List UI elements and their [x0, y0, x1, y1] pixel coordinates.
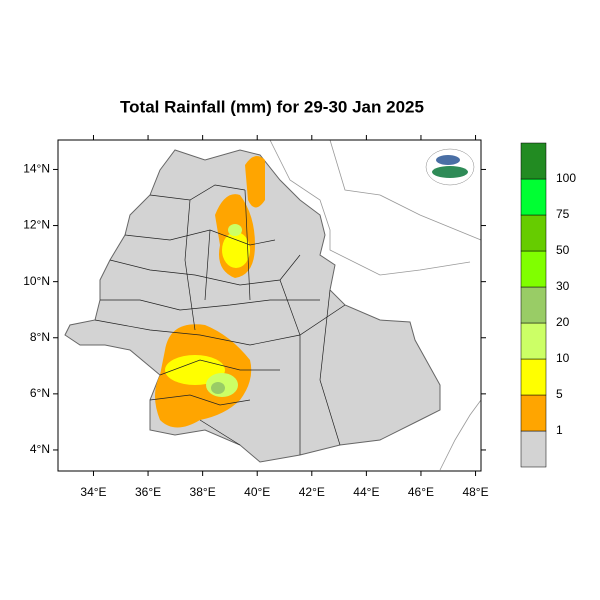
coastline — [439, 399, 482, 471]
y-tick-label: 10°N — [23, 274, 50, 288]
neighbor-border — [269, 139, 471, 276]
x-tick-label: 48°E — [462, 485, 488, 499]
y-tick-label: 14°N — [23, 162, 50, 176]
admin-boundaries — [94, 184, 346, 455]
colorbar-bin — [520, 214, 547, 252]
colorbar-bin — [520, 430, 547, 468]
logo — [425, 148, 475, 186]
colorbar-label: 10 — [556, 351, 570, 365]
map-frame — [57, 139, 482, 472]
coastline — [329, 139, 482, 241]
map-area — [57, 139, 482, 472]
y-tick-label: 4°N — [30, 442, 50, 456]
x-tick-label: 40°E — [244, 485, 270, 499]
y-tick-label: 6°N — [30, 386, 50, 400]
x-tick-label: 44°E — [353, 485, 379, 499]
colorbar-bin — [520, 394, 547, 432]
rain-area — [211, 382, 225, 394]
x-tick-label: 34°E — [80, 485, 106, 499]
colorbar-label: 50 — [556, 243, 570, 257]
colorbar-label: 75 — [556, 207, 570, 221]
x-tick-label: 38°E — [190, 485, 216, 499]
colorbar-bin — [520, 286, 547, 324]
colorbar-label: 1 — [556, 423, 563, 437]
map-title: Total Rainfall (mm) for 29-30 Jan 2025 — [120, 97, 424, 116]
colorbar-bin — [520, 322, 547, 360]
colorbar-bin — [520, 178, 547, 216]
colorbar-bin — [520, 250, 547, 288]
colorbar-bin — [520, 142, 547, 180]
colorbar-label: 100 — [556, 171, 576, 185]
y-tick-label: 12°N — [23, 218, 50, 232]
y-tick-label: 8°N — [30, 330, 50, 344]
colorbar-label: 20 — [556, 315, 570, 329]
x-tick-label: 36°E — [135, 485, 161, 499]
colorbar-label: 5 — [556, 387, 563, 401]
x-tick-label: 42°E — [299, 485, 325, 499]
colorbar-label: 30 — [556, 279, 570, 293]
x-tick-label: 46°E — [408, 485, 434, 499]
colorbar-bin — [520, 358, 547, 396]
